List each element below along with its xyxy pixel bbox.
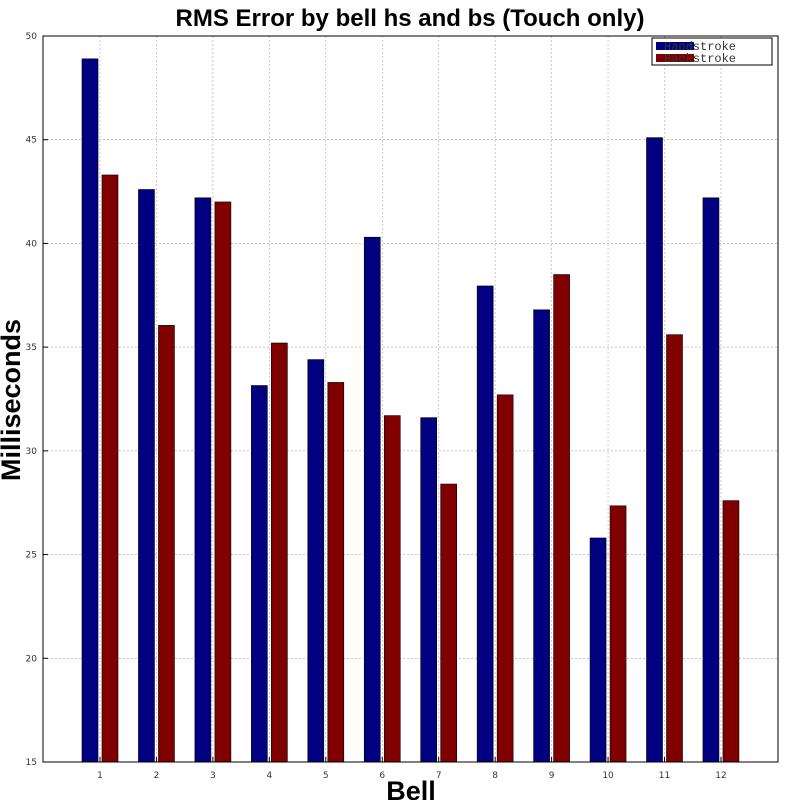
- x-tick-label: 4: [266, 771, 272, 781]
- bar-handstroke-bell-9: [533, 309, 550, 763]
- y-tick-label: 40: [26, 239, 38, 249]
- legend: Handstroke Backstroke: [651, 37, 773, 66]
- plot-frame: [42, 35, 779, 763]
- y-tick-label: 30: [26, 447, 38, 457]
- bar-handstroke-bell-1: [81, 58, 99, 763]
- x-tick-label: 10: [602, 771, 614, 781]
- bar-backstroke-bell-5: [327, 382, 345, 763]
- bar-backstroke-bell-1: [101, 174, 119, 763]
- y-tick-label: 15: [26, 758, 37, 768]
- bar-handstroke-bell-8: [476, 285, 494, 763]
- bar-handstroke-bell-10: [589, 537, 607, 763]
- bar-backstroke-bell-6: [383, 415, 401, 763]
- chart-title: RMS Error by bell hs and bs (Touch only): [176, 5, 645, 32]
- bar-handstroke-bell-12: [702, 197, 720, 763]
- bar-backstroke-bell-2: [158, 325, 175, 763]
- bar-backstroke-bell-10: [609, 505, 627, 763]
- bar-backstroke-bell-8: [496, 394, 514, 763]
- x-tick-label: 9: [549, 771, 555, 781]
- y-tick-label: 20: [26, 654, 38, 664]
- bar-backstroke-bell-11: [666, 334, 683, 763]
- bar-handstroke-bell-7: [420, 417, 438, 763]
- bar-backstroke-bell-12: [722, 500, 740, 763]
- y-tick-label: 50: [26, 32, 38, 42]
- y-axis-label: Milliseconds: [0, 319, 26, 481]
- bar-handstroke-bell-4: [251, 385, 268, 763]
- x-tick-label: 1: [97, 771, 103, 781]
- x-tick-label: 7: [436, 771, 442, 781]
- bar-backstroke-bell-9: [553, 274, 570, 763]
- y-tick-label: 45: [26, 136, 37, 146]
- x-tick-label: 11: [659, 771, 670, 781]
- x-tick-label: 6: [379, 771, 385, 781]
- bar-handstroke-bell-6: [363, 236, 381, 763]
- legend-swatch-backstroke: [656, 54, 694, 62]
- bar-handstroke-bell-3: [194, 197, 212, 763]
- y-tick-label: 25: [26, 551, 37, 561]
- bar-backstroke-bell-7: [440, 483, 458, 763]
- y-tick-label: 35: [26, 343, 37, 353]
- bar-handstroke-bell-2: [138, 189, 155, 763]
- bar-backstroke-bell-3: [214, 201, 232, 763]
- x-tick-label: 5: [323, 771, 329, 781]
- bar-handstroke-bell-5: [307, 359, 325, 763]
- x-tick-label: 12: [715, 771, 726, 781]
- legend-swatch-handstroke: [656, 42, 694, 50]
- bar-handstroke-bell-11: [646, 137, 663, 763]
- x-axis-label: Bell: [386, 776, 436, 800]
- bar-backstroke-bell-4: [271, 342, 288, 763]
- legend-label-backstroke: Backstroke: [664, 52, 736, 66]
- x-tick-label: 3: [210, 771, 216, 781]
- x-tick-label: 2: [154, 771, 160, 781]
- bars: [81, 58, 740, 763]
- legend-label-handstroke: Handstroke: [664, 40, 736, 54]
- x-tick-label: 8: [492, 771, 498, 781]
